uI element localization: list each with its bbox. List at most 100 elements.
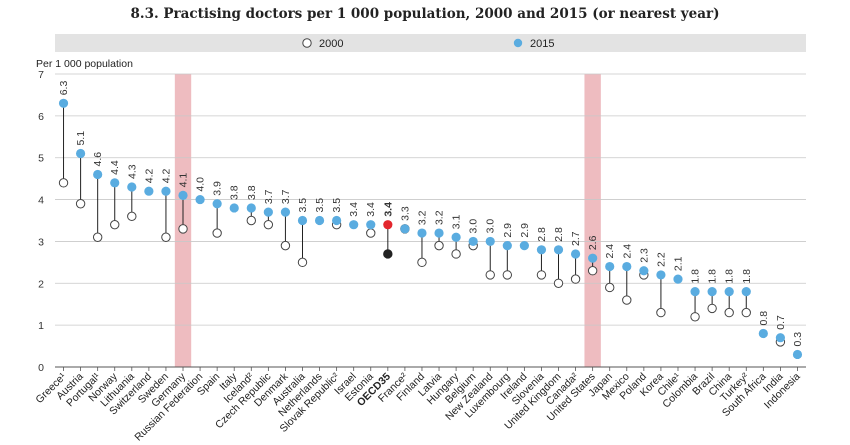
point-2015-New Zealand [485, 236, 495, 247]
y-tick-label: 6 [38, 111, 44, 123]
value-label: 0.3 [792, 332, 804, 347]
highlight-band [584, 74, 601, 367]
value-label: 3.2 [434, 210, 446, 225]
point-2015-Lithuania [127, 182, 137, 192]
point-2000-New Zealand [485, 270, 495, 280]
point-2000-United States [587, 266, 598, 276]
value-label: 4.4 [109, 160, 121, 175]
point-2000-Hungary [451, 249, 461, 259]
value-label: 2.9 [502, 223, 514, 238]
point-2000-OECD35 [383, 249, 393, 259]
point-2000-Australia [297, 257, 308, 268]
point-2015-Portugal¹ [93, 169, 103, 180]
legend-label-2015: 2015 [530, 38, 554, 50]
point-2015-Japan [605, 261, 615, 272]
value-label: 3.7 [280, 189, 292, 204]
value-label: 3.5 [314, 198, 326, 213]
value-label: 3.3 [399, 206, 411, 221]
value-label: 4.2 [143, 168, 155, 183]
value-label: 3.4 [365, 202, 377, 217]
point-2015-France² [400, 224, 410, 234]
point-2015-Austria [76, 148, 86, 159]
point-2015-Germany [178, 190, 188, 200]
y-tick-label: 5 [38, 153, 44, 165]
point-2000-Mexico [622, 295, 632, 305]
point-2000-Denmark [280, 240, 291, 251]
point-2000-Slovenia [536, 270, 547, 280]
point-2000-Norway [110, 219, 120, 230]
value-label: 0.7 [775, 315, 787, 330]
point-2015-Chile¹ [673, 274, 683, 284]
value-label: 3.0 [485, 219, 497, 234]
point-2015-Belgium [468, 236, 478, 247]
value-label: 4.3 [126, 164, 138, 179]
value-label: 2.1 [672, 256, 684, 271]
point-2000-Luxembourg [502, 270, 513, 280]
point-2000-Greece¹ [58, 178, 69, 188]
legend-label-2000: 2000 [319, 38, 343, 50]
y-axis-label: Per 1 000 population [36, 58, 133, 70]
point-2000-Latvia [434, 240, 444, 251]
value-label: 1.8 [707, 269, 719, 284]
value-label: 4.1 [178, 173, 190, 188]
point-2000-Colombia [690, 312, 700, 322]
point-2015-Sweden [161, 186, 171, 196]
point-2015-Brazil [707, 287, 717, 297]
value-label: 2.8 [536, 227, 548, 242]
value-label: 3.2 [416, 210, 428, 225]
point-2015-Norway [110, 178, 120, 188]
point-2015-Canada² [570, 249, 581, 259]
value-label: 3.7 [263, 189, 275, 204]
point-2000-United Kingdom [553, 278, 564, 288]
value-label: 3.8 [229, 185, 241, 200]
point-2015-Luxembourg [502, 241, 512, 251]
value-label: 1.8 [741, 269, 753, 284]
value-label: 4.2 [160, 168, 172, 183]
point-2015-Russian Federation [195, 194, 205, 205]
point-2015-United States [588, 253, 598, 263]
point-2015-Australia [297, 215, 308, 226]
value-label: 3.9 [212, 181, 224, 196]
point-2015-Denmark [280, 207, 291, 217]
point-2000-China [724, 307, 734, 318]
value-label: 3.0 [468, 219, 480, 234]
y-tick-label: 0 [38, 362, 44, 374]
value-label: 5.1 [75, 131, 87, 146]
point-2015-India [775, 333, 785, 343]
point-2015-Korea [656, 270, 666, 280]
point-2015-United Kingdom [553, 245, 564, 255]
value-label: 2.7 [570, 231, 582, 246]
point-2000-Brazil [707, 303, 717, 314]
point-2000-Sweden [161, 232, 171, 242]
value-label: 3.1 [451, 214, 463, 229]
point-2000-Spain [212, 228, 222, 238]
legend-band [55, 34, 806, 52]
value-label: 2.2 [655, 252, 667, 267]
value-label: 3.4 [348, 202, 360, 217]
point-2015-Finland [417, 228, 427, 238]
value-label: 0.8 [758, 311, 770, 326]
value-label: 2.4 [604, 244, 616, 259]
point-2000-Finland [417, 257, 427, 268]
y-tick-label: 2 [38, 278, 44, 290]
point-2015-Turkey² [741, 287, 751, 297]
point-2000-Turkey² [741, 307, 751, 318]
point-2015-Mexico [622, 261, 632, 272]
value-label: 2.8 [553, 227, 565, 242]
legend-marker-2000 [302, 38, 312, 48]
point-2000-Austria [75, 199, 86, 209]
value-label: 6.3 [58, 81, 70, 96]
y-tick-label: 7 [38, 69, 44, 81]
value-label: 2.9 [519, 223, 531, 238]
legend-marker-2015 [513, 38, 523, 48]
value-label: 3.8 [246, 185, 258, 200]
point-2015-Italy [229, 203, 239, 213]
y-tick-label: 1 [38, 320, 44, 332]
point-2000-Portugal¹ [92, 232, 103, 242]
point-2015-Poland [639, 266, 649, 276]
value-label: 2.6 [587, 235, 599, 250]
point-2000-Germany [178, 224, 188, 234]
value-label: 2.4 [621, 244, 633, 259]
value-label: 1.8 [724, 269, 736, 284]
point-2015-Netherlands [314, 215, 325, 226]
